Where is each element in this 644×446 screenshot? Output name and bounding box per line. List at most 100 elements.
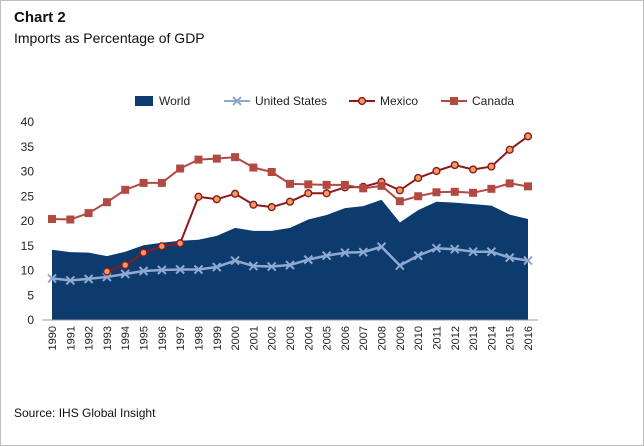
point-united-states <box>266 261 277 272</box>
point-canada <box>84 209 93 218</box>
source-note: Source: IHS Global Insight <box>14 406 156 420</box>
legend-label-world: World <box>159 94 190 108</box>
point-mexico <box>505 145 514 154</box>
x-tick-label: 2006 <box>340 326 352 350</box>
point-canada <box>286 179 294 188</box>
point-united-states <box>285 260 295 270</box>
point-canada <box>48 215 56 224</box>
point-canada <box>121 185 130 194</box>
point-canada <box>377 181 386 190</box>
point-united-states <box>120 269 130 279</box>
y-tick-label: 10 <box>21 264 35 278</box>
x-tick-label: 2005 <box>322 326 334 350</box>
point-united-states <box>468 246 478 257</box>
x-tick-label: 2015 <box>505 326 517 350</box>
x-tick-label: 1993 <box>102 326 114 350</box>
legend: World United States Mexico Canada <box>135 94 514 108</box>
point-united-states <box>523 255 533 266</box>
x-tick-label: 2012 <box>450 326 462 350</box>
point-mexico <box>432 166 441 176</box>
x-tick-label: 2011 <box>431 326 443 350</box>
point-canada <box>139 178 148 187</box>
point-mexico <box>322 189 331 198</box>
point-canada <box>469 188 478 197</box>
point-mexico <box>230 189 240 198</box>
y-tick-label: 25 <box>21 189 35 203</box>
point-united-states <box>212 262 222 272</box>
x-tick-label: 2010 <box>413 326 425 350</box>
x-tick-label: 2003 <box>285 326 297 350</box>
point-canada <box>102 198 111 207</box>
point-mexico <box>304 189 313 198</box>
x-tick-label: 2009 <box>395 326 407 350</box>
legend-label-canada: Canada <box>472 94 514 108</box>
y-tick-label: 30 <box>21 165 35 179</box>
legend-item-mexico: Mexico <box>349 94 418 108</box>
point-united-states <box>138 266 149 276</box>
point-canada <box>505 179 514 188</box>
x-tick-label: 1994 <box>120 326 132 350</box>
point-canada <box>249 163 258 172</box>
point-canada <box>66 215 75 224</box>
point-mexico <box>487 162 496 171</box>
point-united-states <box>65 275 76 286</box>
point-united-states <box>248 261 259 271</box>
point-united-states <box>321 250 332 261</box>
legend-marker-canada <box>450 97 458 105</box>
point-mexico <box>157 242 166 251</box>
point-mexico <box>102 267 112 276</box>
series-area-layer <box>52 199 528 320</box>
x-axis: 1990 1991 1992 1993 1994 1995 1996 1997 1998 1999… <box>42 319 538 350</box>
point-united-states <box>486 246 497 257</box>
x-tick-label: 1990 <box>47 326 59 350</box>
x-tick-label: 2004 <box>303 326 315 350</box>
y-tick-label: 35 <box>21 140 35 154</box>
x-tick-label: 2001 <box>248 326 260 350</box>
point-mexico <box>468 165 478 174</box>
point-mexico <box>121 260 130 270</box>
point-canada <box>157 178 166 187</box>
point-mexico <box>414 173 423 183</box>
x-tick-label: 2014 <box>486 326 498 350</box>
series-lines-layer <box>47 132 533 286</box>
point-united-states <box>47 273 57 284</box>
x-tick-label: 1995 <box>139 326 151 350</box>
point-canada <box>322 180 331 189</box>
legend-item-world: World <box>135 94 190 108</box>
series-area-world <box>52 199 528 320</box>
point-canada <box>432 188 441 197</box>
point-united-states <box>340 247 350 258</box>
x-tick-label: 1992 <box>84 326 96 350</box>
point-united-states <box>395 260 405 271</box>
point-united-states <box>376 242 387 252</box>
legend-item-canada: Canada <box>441 94 514 108</box>
y-axis: 0 5 10 15 20 25 30 35 40 <box>21 115 35 327</box>
point-united-states <box>193 264 204 275</box>
point-canada <box>359 184 368 193</box>
point-mexico <box>267 203 276 212</box>
x-tick-label: 2007 <box>358 326 370 350</box>
point-canada <box>194 155 203 164</box>
point-canada <box>304 180 313 189</box>
point-united-states <box>83 274 94 284</box>
point-canada <box>176 164 185 173</box>
legend-swatch-world <box>135 96 153 106</box>
x-tick-label: 1998 <box>193 326 205 350</box>
point-united-states <box>504 252 515 263</box>
y-tick-label: 40 <box>21 115 35 129</box>
point-united-states <box>413 250 423 261</box>
point-united-states <box>431 243 442 253</box>
point-united-states <box>358 247 368 257</box>
y-tick-label: 5 <box>27 288 34 302</box>
point-mexico <box>395 186 404 195</box>
x-tick-label: 1999 <box>212 326 224 350</box>
point-canada <box>340 180 349 189</box>
point-canada <box>524 182 532 191</box>
legend-item-united-states: United States <box>224 94 327 108</box>
point-mexico <box>139 248 148 257</box>
point-mexico <box>249 200 258 209</box>
chart-subtitle: Imports as Percentage of GDP <box>14 30 205 46</box>
legend-marker-mexico <box>357 96 367 106</box>
point-united-states <box>303 254 314 265</box>
